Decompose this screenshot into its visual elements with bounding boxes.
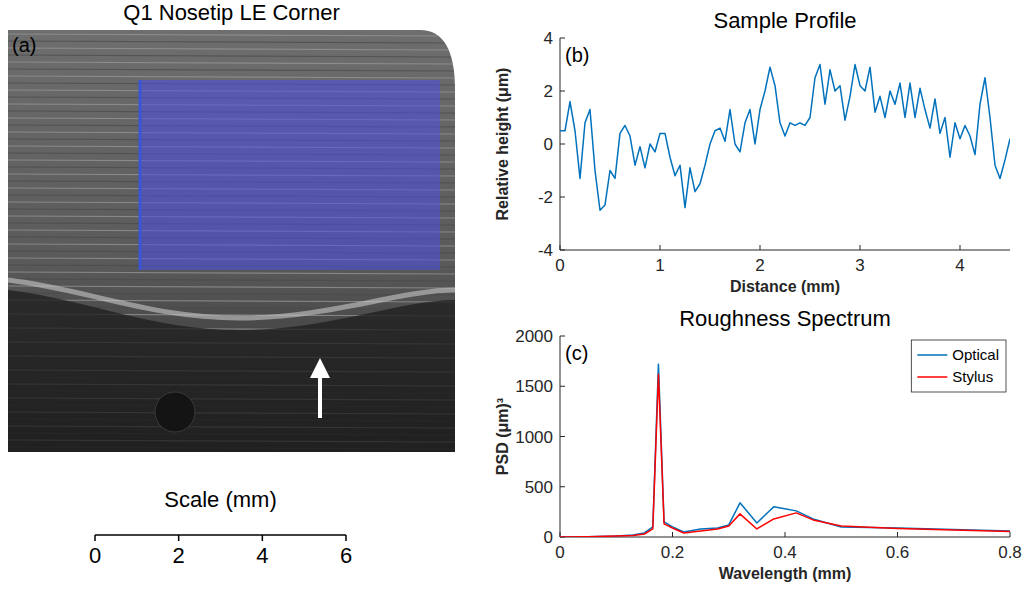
panel-label: (c) <box>565 342 588 364</box>
scale-tick <box>94 535 96 541</box>
x-axis <box>560 250 1010 251</box>
x-tick <box>760 245 761 250</box>
series-line <box>560 65 1010 211</box>
measurement-edge <box>139 80 142 270</box>
arrow-head <box>310 358 330 378</box>
plot-area <box>560 65 1010 211</box>
y-tick <box>560 197 565 198</box>
machining-line <box>8 55 455 57</box>
x-tick-label: 0.2 <box>661 543 685 562</box>
machining-line <box>8 41 455 43</box>
legend-swatch <box>917 376 947 378</box>
chart-title: Roughness Spectrum <box>679 306 891 331</box>
y-tick <box>560 436 565 437</box>
y-tick <box>560 486 565 487</box>
x-tick-label: 1 <box>655 256 664 275</box>
x-tick-label: 0 <box>555 256 564 275</box>
machining-line <box>8 48 455 50</box>
y-tick-label: 0 <box>544 528 553 547</box>
scale-tick-label: 0 <box>89 543 101 568</box>
photo-ground <box>8 30 455 452</box>
y-tick-label: 0 <box>544 135 553 154</box>
x-tick <box>897 532 898 537</box>
y-tick-label: 500 <box>525 478 553 497</box>
y-tick <box>560 336 565 337</box>
x-tick-label: 0 <box>555 543 564 562</box>
x-tick <box>1010 532 1011 537</box>
machining-line <box>8 279 455 281</box>
image-panel: Q1 Nosetip LE Corner (a) Scale (mm) 0 2 4 6 <box>8 0 455 568</box>
panel-label: (a) <box>12 34 36 56</box>
scale-tick-label: 6 <box>340 543 352 568</box>
y-tick-label: 1000 <box>515 428 553 447</box>
x-tick <box>960 245 961 250</box>
x-tick-label: 4 <box>955 256 964 275</box>
y-tick <box>560 250 565 251</box>
machining-line <box>8 286 455 288</box>
chart-title: Sample Profile <box>713 8 856 33</box>
y-tick <box>560 386 565 387</box>
y-tick-label: -4 <box>538 241 553 260</box>
scale-tick <box>178 535 180 541</box>
x-tick <box>785 532 786 537</box>
y-tick <box>560 91 565 92</box>
x-axis-title: Distance (mm) <box>730 278 840 295</box>
x-tick-label: 3 <box>855 256 864 275</box>
photo <box>8 30 455 452</box>
series-line <box>560 374 1010 537</box>
panel-label: (b) <box>565 44 589 66</box>
x-axis-title: Wavelength (mm) <box>719 565 852 582</box>
y-tick-label: 4 <box>544 29 553 48</box>
scale-tick <box>345 535 347 541</box>
y-axis-title: PSD (μm)³ <box>494 398 511 475</box>
y-tick-label: 2000 <box>515 327 553 346</box>
shadow-region <box>8 290 455 452</box>
scale-title: Scale (mm) <box>164 487 276 512</box>
x-tick <box>860 245 861 250</box>
scale-bar <box>95 534 346 536</box>
scale-tick-label: 4 <box>256 543 268 568</box>
y-tick-label: -2 <box>538 188 553 207</box>
scale-tick-label: 2 <box>173 543 185 568</box>
y-axis-title: Relative height (μm) <box>494 68 511 221</box>
chart-panel: Sample Profile 0 1 2 3 4 -4 -2 0 2 4 Distance (mm) R… <box>494 8 1010 295</box>
scale-tick <box>262 535 264 541</box>
machining-line <box>8 272 455 274</box>
machining-line <box>8 34 455 36</box>
x-tick <box>560 245 561 250</box>
legend: Optical Stylus <box>911 340 1006 392</box>
measurement-area <box>140 80 440 270</box>
edge-highlight <box>8 280 455 318</box>
x-tick <box>660 245 661 250</box>
legend-label: Stylus <box>952 368 993 385</box>
arrow-shaft <box>318 375 322 418</box>
y-tick-label: 2 <box>544 82 553 101</box>
y-tick-label: 1500 <box>515 377 553 396</box>
y-tick <box>560 38 565 39</box>
y-tick <box>560 144 565 145</box>
machining-line <box>8 62 455 64</box>
chart-panel: Roughness Spectrum 0 0.2 0.4 0.6 0.8 0 500 1000 1… <box>494 306 1022 582</box>
x-tick <box>672 532 673 537</box>
legend-label: Optical <box>952 346 999 363</box>
legend-box <box>911 340 1006 392</box>
x-tick-label: 0.8 <box>998 543 1022 562</box>
legend-swatch <box>917 354 947 356</box>
panel-title: Q1 Nosetip LE Corner <box>123 0 339 25</box>
x-tick-label: 0.4 <box>773 543 797 562</box>
hole <box>155 392 195 432</box>
machining-line <box>8 69 455 71</box>
x-tick-label: 0.6 <box>886 543 910 562</box>
x-tick-label: 2 <box>755 256 764 275</box>
figure: Q1 Nosetip LE Corner (a) Scale (mm) 0 2 4 6 Sam… <box>0 0 1032 590</box>
machining-line <box>8 76 455 78</box>
